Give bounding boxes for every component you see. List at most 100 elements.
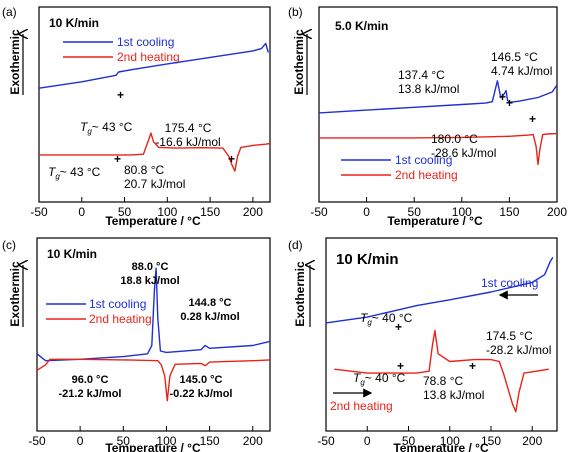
x-tick-label: 50 (402, 434, 416, 448)
annotation-d-2-sub: -28.2 kJ/mol (486, 343, 551, 357)
annotation-c-3: 96.0 °C (72, 374, 109, 386)
series-line-heating (39, 132, 271, 172)
annotation-b-2-sub: 4.74 kJ/mol (491, 64, 552, 78)
annotation-c-1: 88.0 °C (132, 261, 169, 273)
xlabel-b: Temperature / °C (387, 214, 483, 228)
x-tick-label: 100 (440, 434, 460, 448)
panel-c: (c) 10 K/min Exothermic Temperature / °C… (2, 237, 271, 452)
x-tick-label: 150 (481, 434, 501, 448)
marker-d-2: + (397, 359, 404, 373)
annotation-d-1: 78.8 °C (423, 374, 463, 388)
plot-frame-c (36, 237, 271, 432)
panel-label-a: (a) (2, 5, 17, 19)
xlabel-c: Temperature / °C (105, 441, 201, 452)
x-tick-label: 0 (364, 434, 371, 448)
ylabel-d: Exothermic (293, 261, 307, 327)
x-ticks-a: -50 0 50 100 150 200 (30, 197, 263, 219)
annotation-c-4-sub: -0.22 kJ/mol (170, 388, 233, 400)
annotation-a-1-sub: 20.7 kJ/mol (124, 177, 185, 191)
marker-a-3: + (228, 152, 235, 166)
legend-label-cooling-a: 1st cooling (117, 35, 174, 49)
annotation-b-3: 180.0 °C (431, 132, 478, 146)
x-tick-label: 50 (118, 205, 132, 219)
series-lines-c (36, 267, 271, 402)
ylabel-c: Exothermic (8, 261, 22, 327)
annotation-b-1-sub: 13.8 kJ/mol (398, 82, 459, 96)
panel-label-c: (c) (2, 238, 16, 252)
x-tick-label: 100 (156, 434, 176, 448)
ylabel-b: Exothermic (292, 29, 306, 95)
series-lines-d (325, 256, 554, 413)
x-tick-label: -50 (28, 434, 46, 448)
annotation-c-1-sub: 18.8 kJ/mol (120, 275, 179, 287)
annotation-c-4: 145.0 °C (180, 374, 223, 386)
x-tick-label: -50 (310, 205, 328, 219)
x-tick-label: 100 (452, 205, 472, 219)
panel-label-b: (b) (288, 5, 303, 19)
series-line-cooling (325, 256, 554, 324)
annotation-c-2-sub: 0.28 kJ/mol (180, 311, 239, 323)
marker-d-3: + (469, 359, 476, 373)
annotation-a-2: 175.4 °C (165, 121, 212, 135)
x-tick-label: 150 (499, 205, 519, 219)
x-tick-label: 100 (157, 205, 177, 219)
series-line-heating (36, 358, 271, 402)
legend-label-cooling-b: 1st cooling (395, 153, 452, 167)
marker-d-1: + (395, 320, 402, 334)
rate-label-c: 10 K/min (47, 247, 97, 261)
legend-label-heating-c: 2nd heating (89, 312, 152, 326)
tg-label-d-2: Tg~ 40 °C (353, 371, 406, 387)
annotation-c-2: 144.8 °C (189, 297, 232, 309)
x-tick-label: 200 (522, 434, 542, 448)
xlabel-a: Temperature / °C (105, 214, 201, 228)
annotation-d-1-sub: 13.8 kJ/mol (423, 388, 484, 402)
x-tick-label: 200 (547, 205, 567, 219)
series-lines-a (38, 42, 271, 172)
tg-label-d-1: Tg~ 40 °C (360, 311, 413, 327)
annotation-d-2: 174.5 °C (486, 329, 533, 343)
series-line-heating (319, 132, 558, 166)
marker-b-3: + (529, 112, 536, 126)
x-tick-label: 150 (200, 434, 220, 448)
series-line-cooling (318, 80, 558, 114)
marker-b-2: + (506, 96, 513, 110)
tg-label-a-2: Tg~ 43 °C (48, 165, 101, 181)
series-line-cooling (36, 267, 271, 362)
x-ticks-b: -50 0 50 100 150 200 (310, 197, 567, 219)
annotation-b-1: 137.4 °C (398, 68, 445, 82)
x-tick-label: 0 (363, 205, 370, 219)
tg-label-a-1: Tg~ 43 °C (80, 120, 133, 136)
series-lines-b (318, 80, 558, 166)
x-tick-label: 50 (408, 205, 422, 219)
plot-frame-d (325, 237, 558, 432)
annotation-c-3-sub: -21.2 kJ/mol (59, 388, 122, 400)
legend-label-heating-a: 2nd heating (117, 50, 180, 64)
panel-a: (a) 10 K/min 1st cooling 2nd heating Exo… (2, 5, 271, 228)
plot-frame-b (318, 6, 558, 203)
x-tick-label: 50 (117, 434, 131, 448)
x-tick-label: 200 (243, 205, 263, 219)
x-tick-label: -50 (317, 434, 335, 448)
annotation-b-2: 146.5 °C (491, 50, 538, 64)
x-tick-label: 200 (243, 434, 263, 448)
panel-d: (d) 10 K/min Exothermic Temperature / °C… (288, 237, 558, 452)
legend-label-cooling-d: 1st cooling (481, 276, 538, 290)
xlabel-d: Temperature / °C (393, 441, 489, 452)
marker-a-2: + (114, 152, 121, 166)
annotation-b-3-sub: -28.6 kJ/mol (431, 146, 496, 160)
panel-label-d: (d) (288, 238, 303, 252)
marker-a-1: + (117, 88, 124, 102)
x-ticks-d: -50 0 50 100 150 200 (317, 426, 543, 448)
ylabel-a: Exothermic (8, 29, 22, 95)
rate-label-b: 5.0 K/min (335, 19, 388, 33)
series-line-heating (334, 329, 549, 413)
rate-label-d: 10 K/min (336, 251, 399, 268)
plot-frame-a (38, 6, 271, 203)
x-tick-label: 0 (78, 205, 85, 219)
x-tick-label: 150 (200, 205, 220, 219)
series-line-cooling (38, 42, 269, 89)
panel-b: (b) 5.0 K/min Exothermic Temperature / °… (288, 5, 567, 228)
x-tick-label: 0 (77, 434, 84, 448)
annotation-a-2-sub: -16.6 kJ/mol (155, 135, 220, 149)
